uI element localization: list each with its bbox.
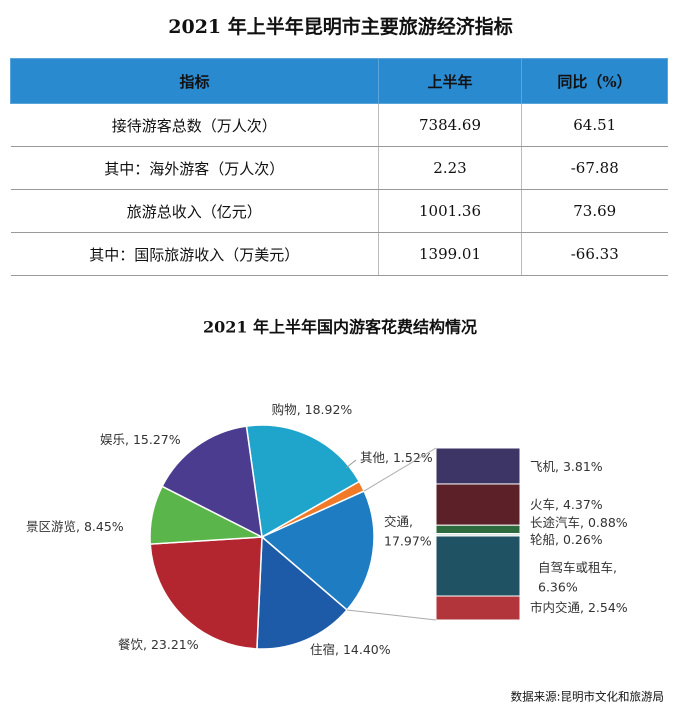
header-cell: 同比（%） [521,58,668,104]
slice-label-name: 其他 [360,450,386,465]
slice-label-sep: , [125,432,133,447]
table-row: 其中：海外游客（万人次） 2.23 -67.88 [10,146,668,190]
slice-label-value: 23.21% [151,637,199,652]
breakdown-segment [435,524,521,535]
breakdown-segment [435,595,521,621]
breakdown-label-name: 飞机 [530,459,556,474]
breakdown-label-value: 6.36% [538,580,578,595]
breakdown-label: 长途汽车, 0.88% [530,515,628,530]
slice-label-name: 购物 [272,402,297,417]
slice-label-value: 14.40% [343,642,391,657]
slice-label-value: 17.97% [384,534,432,549]
breakdown-label-sep: , [555,459,563,474]
breakdown-label-name: 市内交通 [530,600,581,615]
breakdown-label-sep: , [580,600,588,615]
header-cell: 指标 [10,58,379,104]
breakdown-label: 轮船, 0.26% [530,532,603,547]
slice-label: 购物, 18.92% [272,402,353,417]
slice-label-value: 1.52% [393,450,433,465]
slice-label-name: 交通 [384,514,410,529]
slice-label: 交通, [384,514,413,529]
slice-label-sep: , [143,637,151,652]
pie-slice [245,424,361,539]
slice-label-sep: , [335,642,343,657]
breakdown-segment [435,483,521,526]
breakdown-label-value: 2.54% [588,600,628,615]
slice-label: 住宿, 14.40% [310,642,391,657]
table-body: 接待游客总数（万人次） 7384.69 64.51 其中：海外游客（万人次） 2.23-… [10,103,668,276]
breakdown-label: 飞机, 3.81% [530,459,603,474]
slice-label-sep: , [297,402,305,417]
indicator-table: 指标 上半年 同比（%） 接待游客总数（万人次） 7384.69 64.51 其中：海… [10,58,668,276]
table-cell: 其中：国际旅游收入（万美元） [10,232,379,276]
slice-label: 其他, 1.52% [360,450,433,465]
table-cell: 1399.01 [378,232,522,276]
table-row: 接待游客总数（万人次） 7384.69 64.51 [10,103,668,147]
table-row: 其中：国际旅游收入（万美元） 1399.01 -66.33 [10,232,668,276]
breakdown-segment [435,447,521,485]
breakdown-label-name: 自驾车或租车 [538,560,613,575]
pie-slice [149,536,263,650]
slice-label-name: 住宿 [310,642,335,657]
slice-label-value: 18.92% [305,402,353,417]
breakdown-label: 自驾车或租车, [538,560,617,575]
slice-label-sep: , [409,514,413,529]
table-cell: 1001.36 [378,189,522,233]
slice-label-sep: , [76,519,84,534]
breakdown-label-value: 0.26% [563,532,603,547]
table-cell: 其中：海外游客（万人次） [10,146,379,190]
leader-line [345,459,357,469]
breakdown-label-sep: , [580,515,588,530]
table-cell: 64.51 [521,103,668,147]
table-cell: -67.88 [521,146,668,190]
breakdown-label-name: 火车 [530,497,555,512]
breakdown-label-sep: , [613,560,617,575]
pie-slice [161,425,263,539]
connector-line [363,447,437,492]
table-title: 2021 年上半年昆明市主要旅游经济指标 [168,16,513,38]
slice-label: 景区游览, 8.45% [26,519,124,534]
table-cell: -66.33 [521,232,668,276]
header-cell: 上半年 [378,58,522,104]
breakdown-label-sep: , [555,532,563,547]
slice-label-name: 餐饮 [118,637,144,652]
table-row: 旅游总收入（亿元） 1001.36 73.69 [10,189,668,233]
slice-label-sep: , [385,450,393,465]
slice-label: 餐饮, 23.21% [118,637,199,652]
breakdown-label: 火车, 4.37% [530,497,603,512]
slice-label-value: 15.27% [133,432,181,447]
chart-title: 2021 年上半年国内游客花费结构情况 [203,318,477,337]
slice-label-name: 景区游览 [26,519,76,534]
table-cell: 旅游总收入（亿元） [10,189,379,233]
breakdown-label-name: 轮船 [530,532,555,547]
breakdown-label: 市内交通, 2.54% [530,600,628,615]
pie-slice [260,490,375,611]
slice-label-value: 8.45% [84,519,124,534]
connector-line [346,609,437,621]
breakdown-label-value: 0.88% [588,515,628,530]
pie-slice [256,535,349,650]
slice-label: 娱乐, 15.27% [100,432,181,447]
breakdown-label-name: 长途汽车 [530,515,580,530]
table-cell: 7384.69 [378,103,522,147]
header-row: 指标 上半年 同比（%） [10,58,668,104]
table-cell: 2.23 [378,146,522,190]
breakdown-label-sep: , [555,497,563,512]
breakdown-label-value: 3.81% [563,459,603,474]
breakdown-label-value: 4.37% [563,497,603,512]
source-note: 数据来源:昆明市文化和旅游局 [511,690,664,704]
breakdown-segment [435,535,521,597]
slice-label-name: 娱乐 [100,432,125,447]
chart: 2021 年上半年国内游客花费结构情况 数据来源:昆明市文化和旅游局 购物, 1… [8,308,673,718]
table-cell: 73.69 [521,189,668,233]
table-cell: 接待游客总数（万人次） [10,103,379,147]
